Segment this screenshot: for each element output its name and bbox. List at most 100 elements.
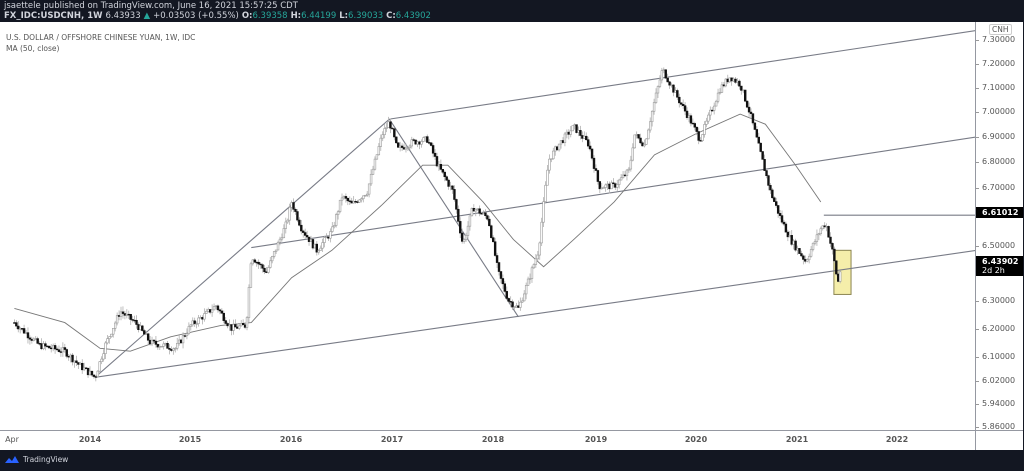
candle-body [416,141,419,145]
candle-body [391,127,394,130]
candle-body [678,96,681,104]
candle-body [36,338,39,344]
candle-body [443,171,446,178]
low-label: L: [339,11,349,21]
candle-body [224,320,227,324]
candle-body [88,370,92,376]
candle-body [433,152,437,157]
candle-body [19,328,22,330]
candle-body [338,199,342,212]
candle-body [722,84,726,87]
candle-body [689,115,693,124]
candle-body [724,78,728,87]
candle-body [637,134,640,139]
candle-body [740,85,743,91]
candle-body [28,337,32,340]
candle-body [778,213,782,216]
candle-body [491,237,495,243]
price-axis[interactable]: CNH 7.30000 7.20000 7.10000 7.00000 6.90000 6… [975,22,1023,431]
candle-body [325,236,328,239]
candle-body [548,158,551,171]
candle-body [800,253,803,257]
candle-body [711,109,714,112]
candle-body [753,122,757,130]
candle-body [154,340,158,345]
time-axis[interactable]: Apr 2014 2015 2016 2017 2018 2019 2020 2021 2022 [0,430,975,451]
candle-body [257,261,260,265]
candle-body [71,354,74,363]
time-tick: 2020 [684,435,708,444]
candle-body [377,146,381,156]
tradingview-logo[interactable]: TradingView [4,455,68,464]
candle-body [34,338,37,340]
candle-body [302,230,305,233]
candle-body [709,109,712,116]
candle-body [286,219,289,223]
candle-body [143,330,146,335]
candle-body [759,142,762,152]
candle-body [100,358,103,363]
candle-body [307,236,311,242]
candle-body [137,324,140,331]
chart-header: jsaettele published on TradingView.com, … [0,0,1024,22]
price-tick: 6.02000 [975,376,1016,385]
price-plot[interactable] [0,22,975,430]
time-tick: 2015 [178,435,202,444]
candle-body [524,285,528,295]
candle-body [362,195,365,200]
candle-body [50,347,53,350]
candle-body [259,263,262,266]
candle-body [542,201,545,223]
candle-body [569,130,572,135]
candle-body [393,128,396,138]
candle-body [342,196,346,199]
candle-body [311,239,315,249]
candle-body [245,317,249,328]
candle-body [782,221,786,225]
candle-body [743,89,747,102]
candle-body [645,138,648,145]
candle-body [685,110,689,118]
low-value: 6.39033 [348,11,384,21]
candle-body [278,238,282,243]
candle-body [185,333,189,337]
candle-body [333,225,336,228]
candle-body [331,226,334,232]
candle-body [579,130,582,136]
candle-body [567,131,571,135]
candle-body [792,240,795,245]
candle-body [639,137,642,144]
candle-body [81,362,84,371]
candle-body [837,273,840,282]
legend-indicator[interactable]: MA (50, close) [6,44,60,53]
candle-body [238,325,241,329]
brand-name: TradingView [23,455,69,464]
candle-body [360,198,363,201]
candle-body [662,69,665,71]
candle-body [317,250,320,253]
candle-body [199,317,202,319]
candle-body [596,170,600,182]
candle-body [135,320,138,325]
candle-body [788,235,791,238]
candle-body [51,345,55,349]
candle-body [658,79,662,87]
chart-panel[interactable]: U.S. DOLLAR / OFFSHORE CHINESE YUAN, 1W,… [0,22,1024,451]
candle-body [63,347,67,350]
candle-body [804,259,807,262]
candle-body [571,125,574,132]
candle-body [435,156,439,167]
candle-body [241,323,245,326]
candle-body [585,135,588,141]
candle-body [179,339,183,344]
price-tick: 5.94000 [975,399,1016,408]
candle-body [426,136,429,143]
candle-body [139,325,142,331]
trendline-channel-lower [94,250,975,378]
candle-body [503,283,507,292]
candle-body [46,345,49,348]
candle-body [300,224,303,232]
candle-body [309,239,313,242]
candle-body [707,114,710,122]
candle-body [552,150,555,160]
